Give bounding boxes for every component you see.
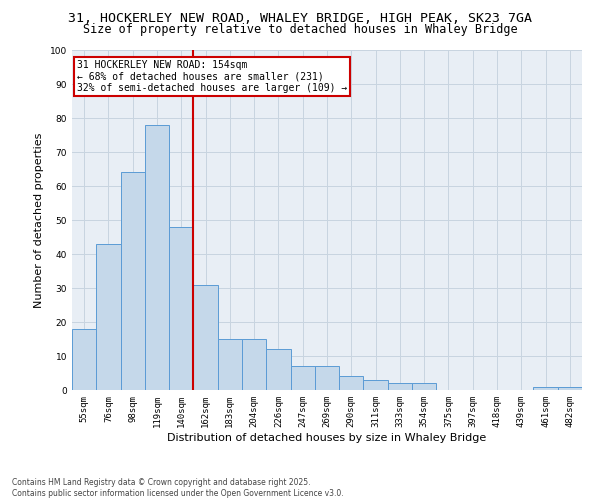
Text: Contains HM Land Registry data © Crown copyright and database right 2025.
Contai: Contains HM Land Registry data © Crown c… [12, 478, 344, 498]
Bar [242, 339, 266, 390]
Bar [315, 366, 339, 390]
Bar [364, 380, 388, 390]
Bar [533, 386, 558, 390]
Bar [193, 284, 218, 390]
Y-axis label: Number of detached properties: Number of detached properties [34, 132, 44, 308]
Bar [558, 386, 582, 390]
Bar [339, 376, 364, 390]
Bar [72, 329, 96, 390]
Bar [145, 125, 169, 390]
Bar [121, 172, 145, 390]
Text: Size of property relative to detached houses in Whaley Bridge: Size of property relative to detached ho… [83, 22, 517, 36]
Bar [96, 244, 121, 390]
Bar [218, 339, 242, 390]
Bar [388, 383, 412, 390]
Bar [169, 227, 193, 390]
Bar [290, 366, 315, 390]
Bar [266, 349, 290, 390]
Text: 31 HOCKERLEY NEW ROAD: 154sqm
← 68% of detached houses are smaller (231)
32% of : 31 HOCKERLEY NEW ROAD: 154sqm ← 68% of d… [77, 60, 347, 94]
X-axis label: Distribution of detached houses by size in Whaley Bridge: Distribution of detached houses by size … [167, 432, 487, 442]
Text: 31, HOCKERLEY NEW ROAD, WHALEY BRIDGE, HIGH PEAK, SK23 7GA: 31, HOCKERLEY NEW ROAD, WHALEY BRIDGE, H… [68, 12, 532, 26]
Bar [412, 383, 436, 390]
